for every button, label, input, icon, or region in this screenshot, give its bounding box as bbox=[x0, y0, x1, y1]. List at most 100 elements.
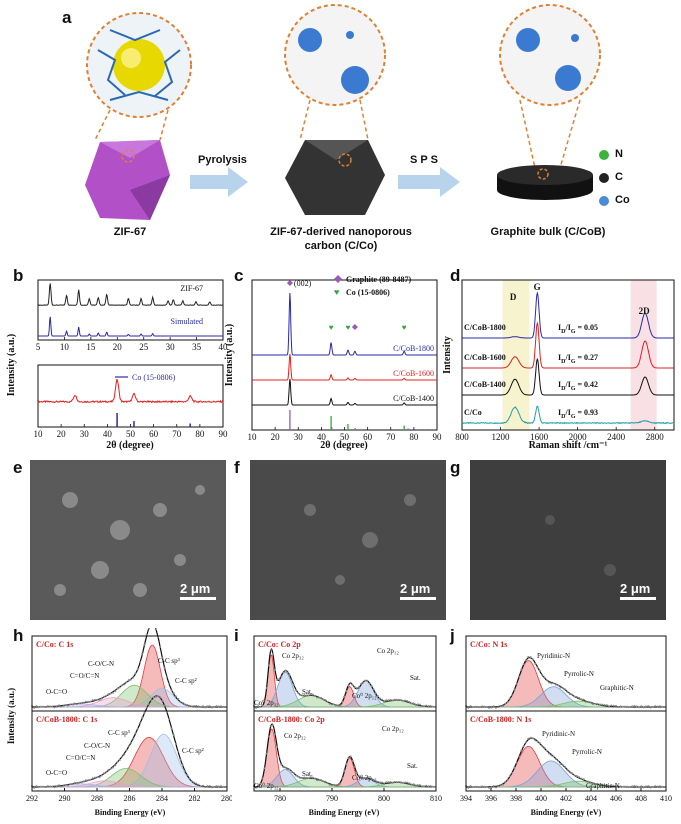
xps-data-point bbox=[497, 706, 500, 709]
xps-data-point bbox=[85, 700, 87, 703]
xps-data-point bbox=[591, 782, 594, 785]
xps-data-point bbox=[341, 700, 344, 703]
xps-data-point bbox=[485, 706, 488, 709]
x-tick-label: 80 bbox=[195, 429, 205, 439]
band-label-g: G bbox=[534, 282, 541, 292]
xps-data-point bbox=[376, 780, 379, 783]
xps-peak-label: Co⁰ 2p₃₂ bbox=[254, 782, 279, 790]
xps-data-point bbox=[345, 690, 348, 693]
x-tick-label: 90 bbox=[219, 429, 229, 439]
xps-data-point bbox=[631, 785, 634, 788]
xps-data-point bbox=[53, 786, 56, 789]
xps-data-point bbox=[550, 682, 553, 685]
xps-data-point bbox=[543, 676, 546, 679]
xps-peak-label: Co⁰ 2p₁₂ bbox=[352, 692, 377, 700]
xps-data-point bbox=[548, 752, 551, 755]
xps-peak-label: O-C=O bbox=[46, 769, 67, 777]
xps-data-point bbox=[303, 776, 306, 779]
xps-data-point bbox=[328, 783, 331, 786]
xps-data-point bbox=[141, 652, 144, 655]
xps-peak-label: Pyridinic-N bbox=[537, 652, 570, 660]
xps-data-point bbox=[661, 705, 664, 708]
xps-data-point bbox=[404, 699, 407, 702]
xps-data-point bbox=[393, 698, 396, 701]
xps-data-point bbox=[190, 780, 193, 783]
xps-data-point bbox=[211, 786, 213, 789]
xps-data-point bbox=[478, 786, 481, 789]
y-axis-label: Intensity (a.u.) bbox=[224, 324, 235, 387]
xps-data-point bbox=[568, 693, 571, 696]
xps-data-point bbox=[358, 685, 360, 688]
xps-data-point bbox=[353, 686, 356, 689]
xps-data-point bbox=[267, 735, 270, 738]
xps-data-point bbox=[564, 688, 567, 691]
xps-data-point bbox=[400, 699, 402, 702]
xps-data-point bbox=[284, 766, 287, 769]
panel-label-f: f bbox=[234, 458, 240, 477]
xps-peak-label: Pyridinic-N bbox=[542, 730, 575, 738]
chart-d-raman: 800 1200 1600 2000 2400 2800 C/CoB-1800 ID/IG =… bbox=[442, 279, 675, 451]
xps-data-point bbox=[534, 662, 537, 665]
xps-data-point bbox=[49, 705, 51, 708]
x-tick-label: 80 bbox=[409, 432, 419, 442]
xps-data-point bbox=[199, 706, 202, 709]
xps-data-point bbox=[222, 705, 225, 708]
xps-data-point bbox=[379, 781, 381, 784]
xps-data-point bbox=[429, 704, 432, 707]
xps-data-point bbox=[215, 785, 218, 788]
xps-data-point bbox=[51, 785, 54, 788]
xps-data-point bbox=[383, 700, 386, 703]
x-tick-label: 50 bbox=[126, 429, 136, 439]
xps-peak-label: Graphitic-N bbox=[600, 684, 634, 692]
xps-data-point bbox=[647, 785, 650, 788]
xps-data-point bbox=[96, 698, 99, 701]
xps-data-point bbox=[271, 652, 274, 655]
xps-data-point bbox=[483, 785, 486, 788]
raman-series-label: C/CoB-1800 bbox=[464, 323, 506, 332]
xps-data-point bbox=[402, 781, 405, 784]
xps-data-point bbox=[617, 786, 620, 789]
xps-data-point bbox=[408, 782, 411, 785]
xps-data-point bbox=[573, 695, 576, 698]
pyrolysis-label: Pyrolysis bbox=[198, 154, 247, 166]
xps-data-point bbox=[71, 703, 74, 706]
xps-data-point bbox=[621, 785, 624, 788]
xps-data-point bbox=[383, 783, 386, 786]
xps-data-point bbox=[513, 688, 516, 691]
xps-data-point bbox=[132, 737, 135, 740]
xps-data-point bbox=[343, 695, 346, 698]
legend-n-dot bbox=[599, 150, 609, 160]
ratio-slash: /I bbox=[564, 408, 570, 417]
xps-data-point bbox=[575, 695, 578, 698]
xps-data-point bbox=[525, 659, 527, 662]
xps-data-point bbox=[224, 705, 227, 708]
xps-data-point bbox=[615, 784, 617, 787]
xps-data-point bbox=[492, 785, 495, 788]
x-tick-label: 1200 bbox=[492, 432, 511, 442]
xps-data-point bbox=[621, 705, 624, 708]
xps-data-point bbox=[307, 777, 310, 780]
xps-data-point bbox=[309, 776, 312, 779]
xps-data-point bbox=[134, 732, 137, 735]
legend-graphite-marker bbox=[334, 275, 342, 283]
xps-data-point bbox=[370, 685, 373, 688]
xps-data-point bbox=[199, 785, 202, 788]
xps-data-point bbox=[125, 681, 128, 684]
xps-data-point bbox=[545, 679, 548, 682]
band-label-2d: 2D bbox=[639, 306, 651, 316]
xps-data-point bbox=[193, 704, 195, 707]
xps-data-point bbox=[305, 694, 308, 697]
xps-data-point bbox=[412, 702, 415, 705]
xps-data-point bbox=[145, 633, 148, 636]
xps-peak-label: C=O/C=N bbox=[66, 754, 95, 762]
xps-data-point bbox=[495, 786, 497, 789]
raman-series-label: C/Co bbox=[464, 408, 482, 417]
xps-data-point bbox=[522, 744, 525, 747]
xps-data-point bbox=[471, 786, 474, 789]
xps-data-point bbox=[324, 699, 327, 702]
xps-data-point bbox=[408, 700, 411, 703]
xps-data-point bbox=[431, 785, 434, 788]
xps-data-point bbox=[508, 775, 511, 778]
xps-data-point bbox=[282, 671, 285, 674]
xps-data-point bbox=[202, 784, 204, 787]
